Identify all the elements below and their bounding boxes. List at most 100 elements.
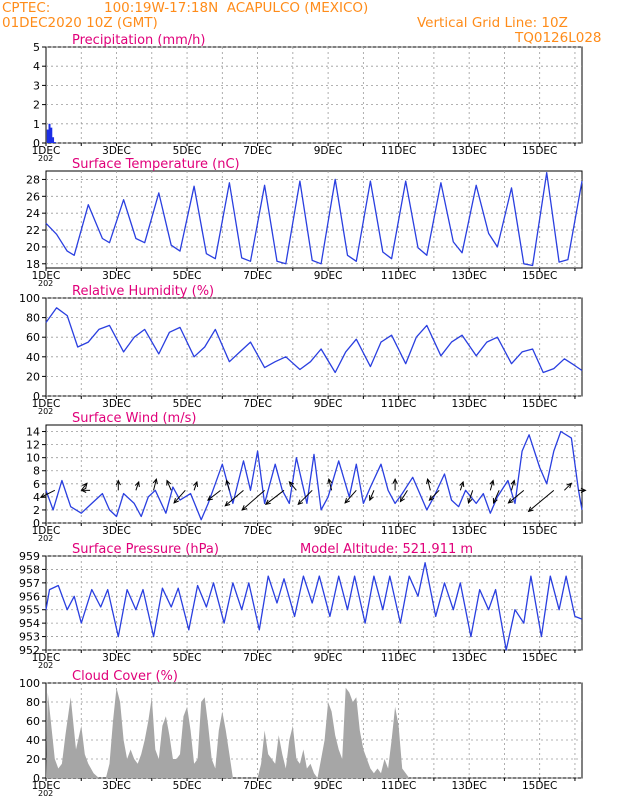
rh-year-label: 202: [38, 407, 53, 416]
cloud-xtick-label: 1DEC: [32, 780, 61, 792]
wind-arrow-head: [527, 506, 534, 513]
wind-arrow-head: [166, 479, 172, 486]
wind-arrow: [489, 480, 494, 491]
wind-arrow: [328, 479, 333, 491]
wind-arrow: [528, 489, 555, 512]
wind-arrow: [166, 480, 172, 491]
pres-subtitle: Model Altitude: 521.911 m: [300, 542, 473, 557]
wind-arrow-head: [369, 495, 374, 502]
wind-arrow-head: [467, 497, 473, 505]
wind-arrow: [369, 490, 375, 501]
temp-frame: [45, 170, 583, 269]
rh-series-line: [45, 307, 583, 374]
wind-arrow: [40, 489, 56, 498]
wind-arrow-head: [507, 498, 514, 504]
temp-xtick-label: 3DEC: [102, 270, 131, 282]
wind-arrow: [135, 481, 140, 491]
temp-xtick-label: 9DEC: [314, 270, 343, 282]
precip-ytick-label: 4: [33, 60, 40, 73]
precip-xtick-label: 5DEC: [173, 145, 202, 157]
temp-xtick-label: 15DEC: [522, 270, 557, 282]
wind-arrow-head: [82, 482, 88, 489]
precip-bar: [46, 129, 49, 143]
wind-arrow: [510, 480, 515, 491]
wind-arrow-head: [152, 478, 158, 485]
wind-arrow-head: [39, 493, 46, 498]
pres-xtick-label: 15DEC: [522, 652, 557, 664]
wind-panel: [39, 424, 587, 526]
wind-arrow-head: [344, 497, 350, 504]
rh-panel: [42, 297, 583, 399]
wind-ytick-label: 8: [33, 465, 40, 478]
precip-bar: [53, 142, 56, 143]
wind-arrow: [193, 481, 198, 491]
rh-xtick-label: 7DEC: [243, 398, 272, 410]
wind-ytick-label: 6: [33, 478, 40, 491]
precip-title: Precipitation (mm/h): [72, 33, 205, 48]
precip-ytick-label: 5: [33, 41, 40, 54]
wind-arrow-head: [241, 505, 248, 511]
temp-xtick-label: 7DEC: [243, 270, 272, 282]
wind-arrow-head: [428, 495, 435, 501]
cloud-xtick-label: 15DEC: [522, 780, 557, 792]
pres-title: Surface Pressure (hPa): [72, 542, 219, 557]
cloud-ytick-label: 40: [26, 734, 40, 747]
rh-ytick-label: 40: [26, 351, 40, 364]
wind-year-label: 202: [38, 534, 53, 543]
temp-title: Surface Temperature (nC): [72, 157, 240, 172]
pres-xtick-label: 7DEC: [243, 652, 272, 664]
wind-arrow: [173, 490, 186, 504]
wind-arrow-head: [134, 480, 140, 487]
wind-xtick-label: 13DEC: [451, 525, 486, 537]
temp-panel: [42, 170, 583, 271]
wind-title: Surface Wind (m/s): [72, 411, 196, 426]
cloud-panel: [42, 682, 583, 781]
pres-xtick-label: 5DEC: [173, 652, 202, 664]
wind-arrow: [459, 481, 464, 491]
precip-frame: [45, 46, 583, 144]
wind-arrow-head: [492, 497, 498, 504]
rh-xtick-label: 1DEC: [32, 398, 61, 410]
cloud-xtick-label: 9DEC: [314, 780, 343, 792]
temp-ytick-label: 24: [26, 207, 40, 220]
datetime-label: 01DEC2020 10Z (GMT): [2, 15, 158, 31]
temp-year-label: 202: [38, 279, 53, 288]
temp-xtick-label: 1DEC: [32, 270, 61, 282]
pres-ytick-label: 958: [19, 563, 40, 576]
cloud-ytick-label: 20: [26, 753, 40, 766]
wind-arrow-head: [193, 480, 199, 487]
cloud-xtick-label: 3DEC: [102, 780, 131, 792]
temp-xtick-label: 11DEC: [381, 270, 416, 282]
wind-xtick-label: 11DEC: [381, 525, 416, 537]
wind-arrow: [297, 489, 313, 505]
wind-xtick-label: 5DEC: [173, 525, 202, 537]
wind-ytick-label: 12: [26, 439, 40, 452]
wind-arrow-head: [426, 478, 432, 485]
wind-xtick-label: 3DEC: [102, 525, 131, 537]
precip-bar: [48, 123, 51, 143]
wind-arrow: [400, 490, 408, 502]
pres-year-label: 202: [38, 661, 53, 670]
rh-xtick-label: 11DEC: [381, 398, 416, 410]
wind-arrow-head: [264, 499, 271, 506]
precip-xtick-label: 15DEC: [522, 145, 557, 157]
wind-arrow-head: [580, 487, 587, 493]
temp-ytick-label: 20: [26, 241, 40, 254]
cloud-ytick-label: 100: [19, 677, 40, 690]
rh-ytick-label: 20: [26, 370, 40, 383]
pres-xtick-label: 3DEC: [102, 652, 131, 664]
rh-title: Relative Humidity (%): [72, 284, 214, 299]
precip-ytick-label: 0: [33, 137, 40, 150]
precip-ytick-label: 1: [33, 118, 40, 131]
wind-arrow: [427, 479, 431, 491]
wind-arrow-head: [566, 482, 573, 489]
pres-ytick-label: 953: [19, 631, 40, 644]
wind-arrow: [493, 490, 500, 504]
rh-ytick-label: 0: [33, 390, 40, 403]
wind-ytick-label: 10: [26, 452, 40, 465]
wind-arrow-head: [297, 499, 304, 506]
precip-xtick-label: 7DEC: [243, 145, 272, 157]
rh-xtick-label: 15DEC: [522, 398, 557, 410]
rh-ytick-label: 100: [19, 292, 40, 305]
wind-xtick-label: 15DEC: [522, 525, 557, 537]
